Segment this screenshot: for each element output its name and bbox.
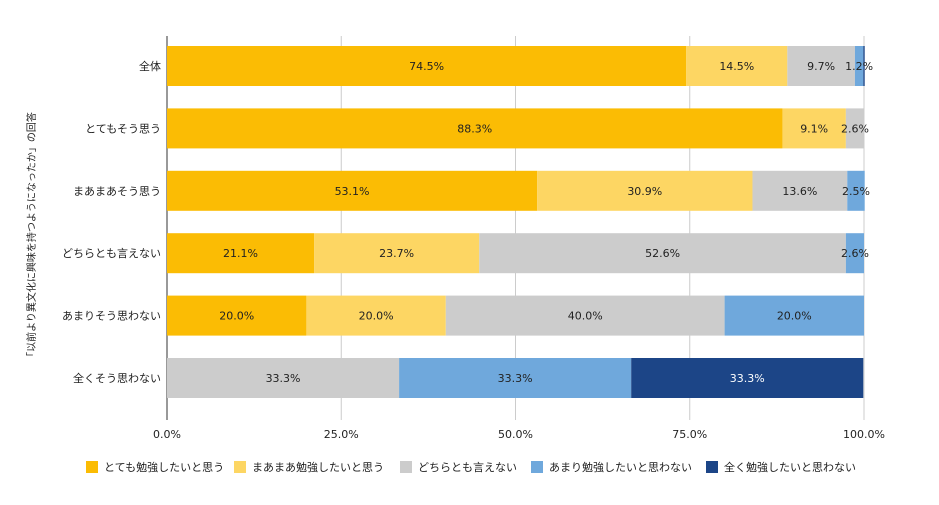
bar-segment [167, 233, 315, 274]
bar-segment [782, 108, 846, 149]
bar-segment [686, 46, 788, 86]
legend-label: どちらとも言えない [418, 461, 517, 474]
data-labels: 74.5% 14.5% 9.7% 1.2%0.2% 88.3% 9.1% 2.6% 53.1%… [219, 60, 894, 385]
data-label: 2.6% [841, 122, 869, 135]
data-label: 1.2% [845, 60, 873, 73]
data-label: 20.0% [219, 310, 254, 323]
bar-segment [167, 170, 538, 211]
bar-segment [167, 46, 687, 86]
legend-swatch [234, 461, 246, 473]
data-label: 20.0% [777, 310, 812, 323]
category-labels: 全体とてもそう思うまあまあそう思うどちらとも言えないあまりそう思わない全くそう思… [62, 59, 161, 385]
bar-segment [845, 233, 864, 274]
bar-segment [399, 358, 632, 398]
data-label: 33.3% [730, 372, 765, 385]
data-label: 33.3% [266, 372, 301, 385]
data-label: 2.5% [842, 185, 870, 198]
grid-lines [166, 36, 865, 420]
data-label: 88.3% [457, 122, 492, 135]
legend-label: とても勉強したいと思う [104, 460, 224, 474]
bar-segment [537, 170, 753, 211]
bar-segment [167, 358, 400, 398]
bar-segment [479, 233, 846, 274]
bar-segment [854, 46, 864, 86]
data-label: 20.0% [359, 310, 394, 323]
bar-segment [752, 170, 848, 211]
legend-swatch [706, 461, 718, 473]
data-label: 14.5% [719, 60, 754, 73]
legend-label: まあまあ勉強したいと思う [252, 460, 384, 474]
y-axis-title: 「以前より異文化に興味を持つようになったか」の回答 [25, 112, 38, 362]
category-label: とてもそう思う [85, 122, 161, 135]
legend: とても勉強したいと思う まあまあ勉強したいと思う どちらとも言えない あまり勉強したい… [86, 460, 856, 474]
bar-segment [631, 358, 864, 398]
data-label: 30.9% [627, 185, 662, 198]
data-label: 13.6% [782, 185, 817, 198]
bar-segment [306, 295, 446, 336]
data-label: 53.1% [335, 185, 370, 198]
legend-label: あまり勉強したいと思わない [549, 460, 692, 474]
legend-swatch [531, 461, 543, 473]
x-tick-label: 50.0% [498, 428, 533, 441]
data-label: 23.7% [379, 247, 414, 260]
data-label: 21.1% [223, 247, 258, 260]
bar-segment [863, 46, 865, 86]
bar-segment [847, 170, 865, 211]
bar-segment [167, 108, 783, 149]
data-label: 40.0% [568, 310, 603, 323]
bar-segment [845, 108, 864, 149]
legend-label: 全く勉強したいと思わない [724, 460, 856, 474]
bar-segment [445, 295, 725, 336]
legend-swatch [86, 461, 98, 473]
data-label: 52.6% [645, 247, 680, 260]
category-label: あまりそう思わない [62, 310, 161, 323]
category-label: まあまあそう思う [73, 185, 161, 198]
data-label: 74.5% [409, 60, 444, 73]
x-tick-label: 25.0% [324, 428, 359, 441]
category-label: 全体 [139, 59, 161, 73]
data-label: 9.1% [800, 122, 828, 135]
bars [167, 46, 865, 398]
x-tick-label: 75.0% [672, 428, 707, 441]
x-tick-label: 0.0% [153, 428, 181, 441]
data-label: 0.2% [867, 68, 895, 81]
bar-segment [167, 295, 307, 336]
x-tick-label: 100.0% [843, 428, 885, 441]
legend-swatch [400, 461, 412, 473]
category-label: どちらとも言えない [62, 247, 161, 260]
bar-segment [314, 233, 480, 274]
data-label: 33.3% [498, 372, 533, 385]
data-label: 9.7% [807, 60, 835, 73]
x-tick-labels: 0.0% 25.0% 50.0% 75.0% 100.0% [153, 428, 885, 441]
bar-segment [724, 295, 864, 336]
bar-segment [787, 46, 855, 86]
data-label: 2.6% [841, 247, 869, 260]
category-label: 全くそう思わない [73, 371, 161, 385]
